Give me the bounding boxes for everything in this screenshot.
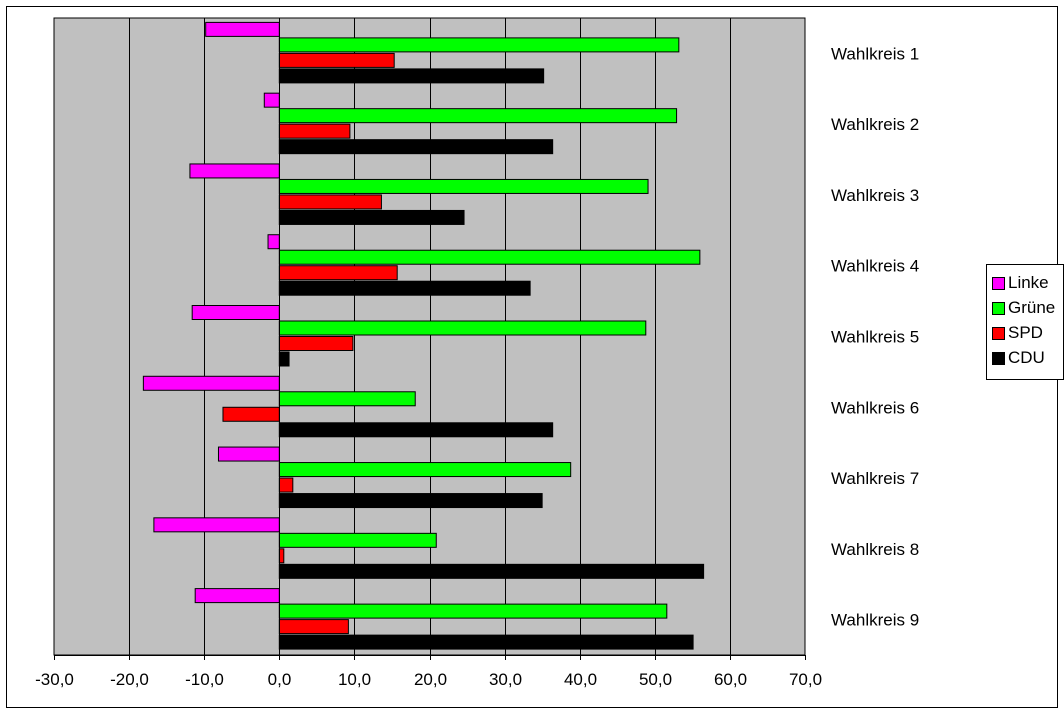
legend-item-cdu: CDU — [992, 347, 1045, 369]
category-label: Wahlkreis 5 — [831, 328, 919, 347]
x-tick-label: 20,0 — [414, 670, 447, 689]
x-tick-label: -20,0 — [110, 670, 149, 689]
legend: Linke Grüne SPD CDU — [986, 264, 1064, 380]
bar-spd-7 — [278, 477, 294, 493]
bar-cdu-9 — [278, 634, 694, 650]
category-label: Wahlkreis 2 — [831, 115, 919, 134]
bar-grne-8 — [278, 532, 437, 548]
bar-linke-8 — [153, 517, 280, 533]
bar-cdu-3 — [278, 209, 465, 225]
x-tick-label: 10,0 — [338, 670, 371, 689]
bar-spd-6 — [222, 406, 280, 422]
bar-grne-5 — [278, 320, 647, 336]
legend-swatch-spd — [992, 326, 1005, 340]
bar-grne-9 — [278, 603, 668, 619]
bar-cdu-8 — [278, 563, 705, 579]
x-tick-label: 0,0 — [268, 670, 292, 689]
legend-label-gruene: Grüne — [1008, 298, 1056, 317]
bar-spd-9 — [278, 619, 349, 635]
bar-spd-1 — [278, 52, 395, 68]
bar-linke-2 — [263, 92, 280, 108]
bar-spd-5 — [278, 336, 354, 351]
bar-linke-9 — [194, 588, 280, 604]
bar-spd-4 — [278, 265, 398, 281]
bar-grne-6 — [278, 391, 416, 407]
category-label: Wahlkreis 1 — [831, 44, 919, 63]
x-tick-label: 50,0 — [639, 670, 672, 689]
category-label: Wahlkreis 3 — [831, 186, 919, 205]
bar-linke-6 — [142, 375, 280, 391]
legend-item-spd: SPD — [992, 322, 1043, 344]
plot-area — [53, 17, 806, 656]
x-tick-label: 40,0 — [564, 670, 597, 689]
bar-linke-5 — [191, 305, 280, 320]
legend-label-spd: SPD — [1008, 323, 1043, 342]
legend-swatch-linke — [992, 276, 1005, 290]
bar-grne-3 — [278, 178, 649, 194]
bar-linke-7 — [217, 446, 280, 462]
bar-cdu-5 — [278, 351, 290, 367]
category-label: Wahlkreis 9 — [831, 611, 919, 630]
bar-linke-4 — [267, 234, 280, 250]
category-label: Wahlkreis 4 — [831, 257, 919, 276]
bar-cdu-4 — [278, 280, 531, 296]
bar-grne-4 — [278, 249, 701, 265]
bar-cdu-6 — [278, 422, 554, 438]
category-label: Wahlkreis 6 — [831, 398, 919, 417]
bar-linke-1 — [205, 21, 280, 37]
legend-item-gruene: Grüne — [992, 297, 1055, 319]
category-label: Wahlkreis 8 — [831, 540, 919, 559]
legend-label-cdu: CDU — [1008, 348, 1045, 367]
bar-grne-2 — [278, 108, 678, 124]
legend-label-linke: Linke — [1008, 273, 1049, 292]
legend-swatch-gruene — [992, 301, 1005, 315]
bar-spd-2 — [278, 123, 351, 139]
bar-linke-3 — [189, 163, 280, 179]
bar-grne-1 — [278, 37, 680, 53]
bar-cdu-1 — [278, 68, 545, 84]
bar-grne-7 — [278, 462, 572, 478]
bar-spd-3 — [278, 194, 382, 210]
legend-swatch-cdu — [992, 351, 1005, 365]
x-tick-label: -30,0 — [35, 670, 74, 689]
x-tick-label: 30,0 — [489, 670, 522, 689]
legend-item-linke: Linke — [992, 272, 1049, 294]
bar-cdu-7 — [278, 493, 543, 509]
bar-cdu-2 — [278, 139, 554, 155]
x-tick-label: 60,0 — [714, 670, 747, 689]
x-tick-label: 70,0 — [789, 670, 822, 689]
category-label: Wahlkreis 7 — [831, 469, 919, 488]
x-tick-label: -10,0 — [185, 670, 224, 689]
